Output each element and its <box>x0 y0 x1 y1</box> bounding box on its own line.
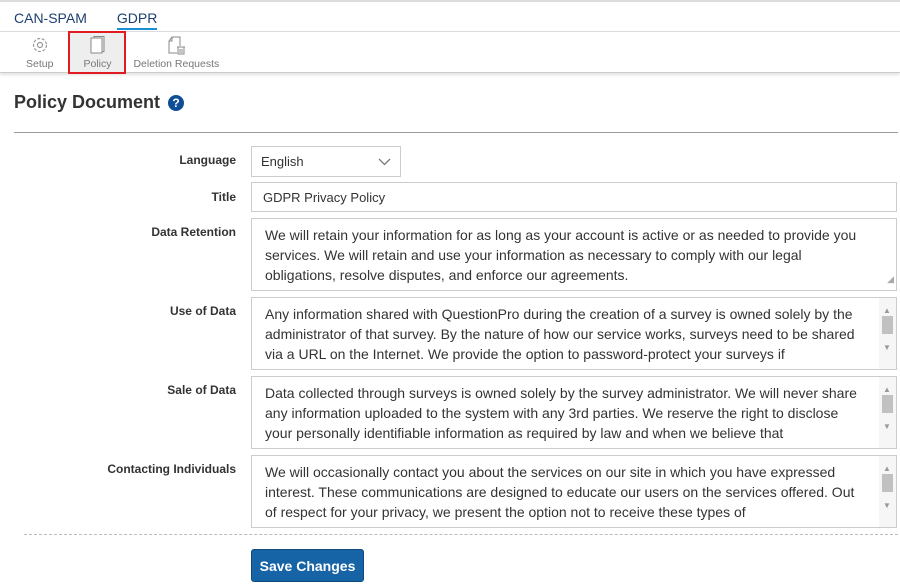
chevron-down-icon <box>378 158 391 166</box>
resize-handle[interactable]: ◢ <box>887 274 894 284</box>
subnav-setup[interactable]: Setup <box>18 32 61 73</box>
document-trash-icon <box>168 36 186 55</box>
subnav-deletion-requests[interactable]: Deletion Requests <box>125 32 227 73</box>
sale-of-data-label: Sale of Data <box>167 383 236 397</box>
save-changes-button[interactable]: Save Changes <box>251 549 364 582</box>
tab-can-spam[interactable]: CAN-SPAM <box>14 10 87 26</box>
sale-of-data-textarea[interactable]: Data collected through surveys is owned … <box>251 376 897 449</box>
page-title: Policy Document? <box>14 92 185 113</box>
scrollbar[interactable]: ▲ ▼ <box>879 456 896 527</box>
contacting-individuals-textarea[interactable]: We will occasionally contact you about t… <box>251 455 897 528</box>
data-retention-textarea[interactable]: We will retain your information for as l… <box>251 218 897 291</box>
scrollbar[interactable]: ▲ ▼ <box>879 377 896 448</box>
document-icon <box>90 36 105 54</box>
language-select[interactable]: English <box>251 146 401 177</box>
language-value: English <box>261 154 304 169</box>
contacting-individuals-label: Contacting Individuals <box>107 462 236 476</box>
data-retention-text: We will retain your information for as l… <box>265 227 857 283</box>
language-label: Language <box>179 153 236 167</box>
subnav-policy[interactable]: Policy <box>68 31 127 74</box>
page-title-text: Policy Document <box>14 92 161 112</box>
use-of-data-text: Any information shared with QuestionPro … <box>265 306 855 362</box>
data-retention-label: Data Retention <box>151 225 236 239</box>
title-label: Title <box>211 190 236 204</box>
use-of-data-textarea[interactable]: Any information shared with QuestionPro … <box>251 297 897 370</box>
sale-of-data-text: Data collected through surveys is owned … <box>265 385 857 441</box>
subnav-setup-label: Setup <box>26 58 54 70</box>
scrollbar[interactable]: ▲ ▼ <box>879 298 896 369</box>
help-icon[interactable]: ? <box>168 94 185 111</box>
use-of-data-label: Use of Data <box>169 304 236 318</box>
divider <box>14 132 898 133</box>
top-tabs: CAN-SPAM GDPR <box>14 10 158 30</box>
subnav-policy-label: Policy <box>83 58 112 70</box>
contacting-individuals-text: We will occasionally contact you about t… <box>265 464 855 520</box>
tab-gdpr[interactable]: GDPR <box>116 10 158 30</box>
title-input[interactable]: GDPR Privacy Policy <box>251 182 897 212</box>
gear-icon <box>32 37 47 53</box>
sub-navigation: Setup Policy Deletion Requests <box>0 31 900 74</box>
dashed-divider <box>24 534 898 535</box>
top-border <box>0 0 900 2</box>
subnav-deletion-label: Deletion Requests <box>133 58 220 70</box>
